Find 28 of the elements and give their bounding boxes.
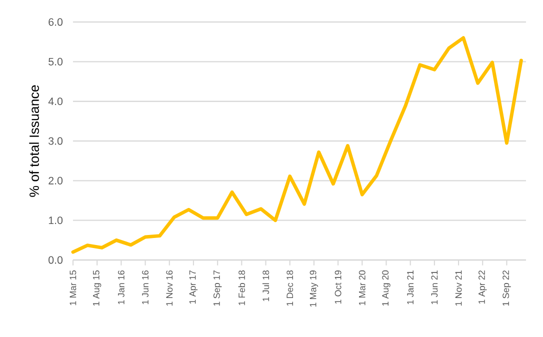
x-tick-label: 1 Apr 17	[189, 270, 198, 304]
x-tick-label: 1 Nov 21	[455, 270, 462, 306]
x-tick-label: 1 Jul 18	[262, 270, 270, 302]
x-tick-label: 1 Jun 16	[142, 270, 148, 304]
x-tick-label: 1 Aug 20	[382, 270, 390, 306]
x-tick-label: 1 Oct 19	[334, 270, 342, 304]
y-tick-label: 3.0	[48, 137, 63, 145]
y-tick-label: 4.0	[48, 98, 63, 106]
x-tick-label: 1 Apr 22	[478, 270, 487, 304]
x-tick-label: 1 Nov 16	[166, 270, 173, 306]
x-tick-label: 1 Sep 22	[502, 270, 511, 306]
x-tick-label: 1 Feb 18	[238, 270, 245, 306]
line-series	[71, 36, 523, 254]
y-tick-label: 1.0	[48, 216, 63, 224]
x-tick-label: 1 Sep 17	[213, 270, 222, 306]
x-tick-label: 1 Mar 20	[358, 270, 366, 306]
y-tick-label: 5.0	[48, 58, 63, 66]
x-tick-label: 1 May 19	[310, 270, 318, 307]
x-tick-label: 1 Mar 15	[70, 270, 76, 306]
x-tick-label: 1 Aug 15	[93, 270, 102, 306]
x-tick-label: 1 Dec 18	[286, 270, 294, 306]
y-axis-title: % of total Issuance	[29, 85, 39, 197]
y-tick-label: 6.0	[48, 18, 63, 26]
x-tick-label: 1 Jun 21	[431, 270, 438, 304]
y-tick-label: 2.0	[48, 176, 63, 184]
x-tick-label: 1 Jan 21	[407, 270, 414, 304]
x-tick-label: 1 Jan 16	[118, 270, 124, 304]
y-tick-label: 0.0	[48, 256, 63, 264]
